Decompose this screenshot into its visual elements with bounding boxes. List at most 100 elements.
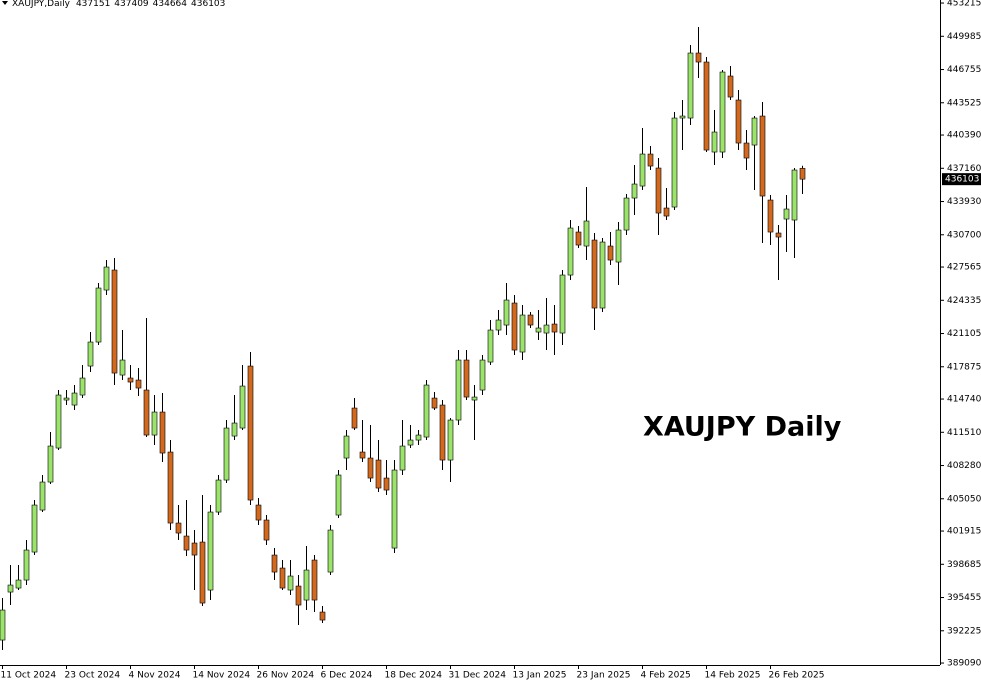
x-tick-label: 18 Dec 2024 (385, 671, 443, 680)
x-tick-label: 26 Feb 2025 (769, 671, 825, 680)
candle-body (791, 169, 798, 221)
candle-body (639, 153, 646, 187)
annotation: XAUJPY Daily (643, 412, 842, 443)
candle-body (143, 389, 150, 436)
candle-body (431, 397, 438, 409)
candle-body (479, 359, 486, 391)
y-tick-label: 395455 (947, 593, 981, 603)
candle-body (199, 541, 206, 604)
candle-body (607, 245, 614, 261)
symbol: XAUJPY,Daily (12, 0, 71, 9)
candle-body (775, 232, 782, 238)
candle-body (615, 229, 622, 263)
candle-body (575, 231, 582, 246)
candle-body (0, 609, 6, 641)
x-tick-label: 23 Jan 2025 (577, 671, 631, 680)
y-tick-label: 424335 (947, 296, 981, 306)
candle-body (759, 115, 766, 197)
candle-body (591, 239, 598, 309)
candle-body (7, 584, 14, 593)
x-tick-label: 4 Nov 2024 (129, 671, 181, 680)
x-tick-label: 23 Oct 2024 (65, 671, 121, 680)
x-tick-label: 6 Dec 2024 (321, 671, 373, 680)
x-tick-label: 26 Nov 2024 (257, 671, 315, 680)
candle-body (439, 404, 446, 461)
y-tick-label: 430700 (947, 230, 981, 240)
candle-body (103, 266, 110, 291)
y-tick-label: 449985 (947, 32, 981, 42)
header-arrow (2, 1, 8, 5)
candle-body (71, 392, 78, 406)
candle-body (687, 52, 694, 119)
candle-body (303, 569, 310, 601)
candle-body (711, 131, 718, 153)
y-tick-label: 401915 (947, 527, 981, 537)
candle-body (167, 451, 174, 524)
candle-body (359, 451, 366, 459)
candle-body (567, 227, 574, 276)
candle-body (623, 197, 630, 231)
candle-body (351, 407, 358, 429)
candle-body (215, 479, 222, 513)
candle-body (279, 567, 286, 589)
candle-body (415, 434, 422, 441)
chart-header: XAUJPY,Daily 437151 437409 434664 436103 (12, 0, 225, 9)
candle-body (151, 411, 158, 436)
candle-body (703, 61, 710, 151)
y-tick-label: 453215 (947, 0, 981, 9)
x-tick-label: 14 Nov 2024 (193, 671, 251, 680)
header-low: 434664 (153, 0, 188, 9)
candle-body (391, 469, 398, 549)
candle-body (583, 220, 590, 247)
y-tick-label: 389090 (947, 659, 981, 669)
candle-body (343, 435, 350, 459)
y-tick-label: 411510 (947, 428, 981, 438)
candle-body (263, 519, 270, 541)
candle-body (111, 269, 118, 374)
candle-body (175, 522, 182, 534)
candle-body (423, 384, 430, 438)
x-tick-label: 11 Oct 2024 (1, 671, 57, 680)
candle-body (95, 287, 102, 343)
candle-body (599, 241, 606, 309)
candle-body (15, 579, 22, 589)
candle-body (207, 511, 214, 591)
candle-body (383, 477, 390, 491)
candle-body (471, 396, 478, 401)
candle-body (87, 341, 94, 367)
candle-body (47, 445, 54, 483)
y-tick-label: 392225 (947, 626, 981, 636)
candle-body (767, 199, 774, 233)
candle-body (679, 115, 686, 119)
candle-body (799, 168, 806, 180)
candle-body (159, 411, 166, 454)
candle-body (543, 324, 550, 334)
candle-body (311, 559, 318, 601)
candle-body (783, 208, 790, 220)
candle-body (519, 314, 526, 353)
candle-body (319, 611, 326, 621)
y-tick-label: 427565 (947, 263, 981, 273)
x-tick-label: 4 Feb 2025 (641, 671, 691, 680)
candle-body (191, 542, 198, 556)
candle-body (247, 365, 254, 501)
header-high: 437409 (114, 0, 149, 9)
candle-body (631, 183, 638, 199)
candle-body (655, 167, 662, 214)
candle-body (31, 504, 38, 553)
candle-body (463, 359, 470, 398)
candle-body (79, 377, 86, 396)
candle-body (367, 457, 374, 479)
y-tick-label: 414740 (947, 395, 981, 405)
candle-body (719, 71, 726, 153)
candle-body (695, 52, 702, 63)
candle-body (287, 575, 294, 591)
candle-body (271, 554, 278, 573)
candle-body (295, 585, 302, 606)
candle-body (127, 377, 134, 383)
candle-body (663, 207, 670, 217)
y-tick-label: 443525 (947, 98, 981, 108)
candle-body (239, 385, 246, 429)
candle-body (407, 439, 414, 446)
